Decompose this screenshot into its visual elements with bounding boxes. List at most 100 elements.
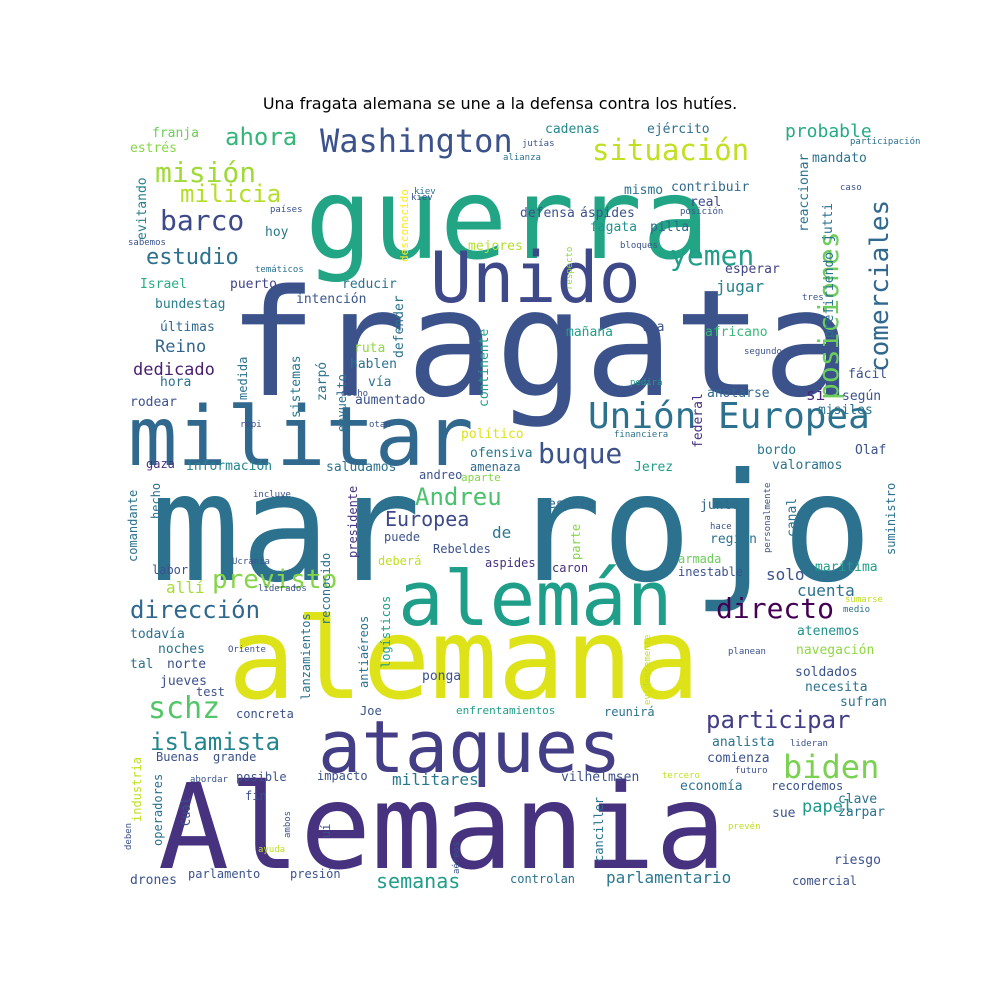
- word-fagata: fagata: [590, 220, 637, 235]
- word-necesita: necesita: [805, 680, 868, 695]
- word-hecho: hecho: [149, 483, 163, 519]
- word-solo: solo: [766, 565, 805, 584]
- word-jugar: jugar: [716, 277, 765, 296]
- word-cadenas: cadenas: [545, 122, 600, 137]
- word-puerto: puerto: [230, 277, 277, 292]
- word-uí: uí: [319, 824, 333, 838]
- word-posición: posición: [680, 206, 723, 217]
- word-según: según: [842, 389, 881, 404]
- word-jueves: jueves: [160, 674, 207, 689]
- word-analista: analista: [712, 735, 775, 750]
- word-respecto: respecto: [565, 247, 575, 290]
- word-economía: economía: [680, 779, 743, 794]
- word-vía: vía: [368, 375, 391, 390]
- word-parlamento: parlamento: [188, 867, 260, 881]
- word-jerez: Jerez: [634, 460, 673, 475]
- word-misiles: misiles: [818, 403, 873, 418]
- word-evidentemente: evidentemente: [643, 635, 653, 705]
- word-posiciones: posiciones: [812, 231, 845, 400]
- word-hora: hora: [160, 375, 191, 390]
- word-bundestag: bundestag: [155, 297, 225, 312]
- word-guerra: guerra: [305, 155, 710, 285]
- word-reino: Reino: [155, 337, 206, 357]
- word-andreu: Andreu: [415, 483, 502, 511]
- word-ponga: ponga: [422, 669, 461, 684]
- word-sufran: sufran: [840, 695, 887, 710]
- word-unión-europea: Unión Europea: [588, 396, 870, 437]
- word-hoy: hoy: [265, 225, 289, 240]
- word-oriente: Oriente: [228, 645, 266, 655]
- word-kiev: kiev: [411, 193, 433, 203]
- word-hace: hace: [710, 522, 732, 532]
- word-amenaza: amenaza: [470, 460, 521, 474]
- word-estudio: estudio: [146, 245, 239, 270]
- word-medida: medida: [236, 357, 250, 400]
- word-semanas: semanas: [376, 869, 460, 893]
- word-aumentado: aumentado: [355, 393, 425, 408]
- word-ruta: ruta: [354, 341, 385, 356]
- word-rodear: rodear: [130, 395, 177, 410]
- word-situación: situación: [592, 133, 749, 167]
- word-unido: Unido: [430, 237, 641, 319]
- word-israel: Israel: [140, 277, 187, 292]
- word-milicia: milicia: [180, 180, 281, 208]
- word-participar: participar: [706, 706, 851, 734]
- word-evitando: evitando: [135, 177, 150, 240]
- word-marítima: marítima: [815, 560, 878, 575]
- word-comercial: comercial: [792, 874, 857, 888]
- word-cuál: Cuál: [179, 797, 193, 826]
- word-hablen: hablen: [350, 357, 397, 372]
- word-vea: vea: [641, 320, 664, 335]
- word-kiev: kiev: [414, 187, 436, 197]
- word-ataques: ataques: [318, 705, 621, 789]
- word-áspides: áspides: [580, 206, 635, 221]
- word-países: países: [270, 205, 303, 215]
- word-clave: clave: [838, 792, 877, 807]
- word-washington: Washington: [320, 122, 513, 160]
- word-posible: posible: [236, 770, 287, 784]
- word-africano: africano: [705, 325, 768, 340]
- word-buque: buque: [538, 437, 622, 470]
- chart-title: Una fragata alemana se une a la defensa …: [262, 94, 738, 113]
- word-riesgo: riesgo: [834, 853, 881, 868]
- word-logísticos: logísticos: [379, 596, 393, 668]
- word-olaf: Olaf: [855, 443, 886, 458]
- word-canal: canal: [785, 498, 800, 537]
- word-misión: misión: [155, 156, 256, 189]
- word-otan: otan: [369, 420, 391, 430]
- word-jutías: jutías: [522, 139, 555, 149]
- word-federal: federal: [691, 393, 706, 448]
- word-últimas: últimas: [160, 320, 215, 335]
- word-directo: directo: [716, 592, 834, 625]
- word-bordo: bordo: [757, 443, 796, 458]
- word-mismo: mismo: [624, 183, 663, 198]
- word-andreo: andreo: [419, 468, 462, 482]
- word-drones: drones: [130, 873, 177, 888]
- word-probable: probable: [785, 121, 872, 142]
- word-reducir: reducir: [342, 277, 397, 292]
- word-región: región: [710, 532, 757, 547]
- word-buenas: Buenas: [156, 750, 199, 764]
- word-operadores: operadores: [151, 774, 165, 846]
- word-incluye: incluye: [253, 490, 291, 500]
- word-enfrentamientos: enfrentamientos: [456, 704, 555, 717]
- word-islamista: islamista: [150, 728, 280, 756]
- word-controlan: controlan: [510, 872, 575, 886]
- word-tal: tal: [130, 657, 153, 672]
- word-biden: biden: [783, 748, 879, 786]
- word-parte: parte: [569, 524, 583, 560]
- word-mejores: mejores: [468, 239, 523, 254]
- word-abordar: abordar: [190, 775, 229, 785]
- word-canciller: canciller: [592, 797, 606, 862]
- word-comienza: comienza: [707, 751, 770, 766]
- word-dicho: dicho: [341, 389, 368, 399]
- word-mar-rojo: mar rojo: [150, 442, 872, 616]
- word-de: de: [492, 523, 511, 542]
- word-participación: participación: [850, 136, 920, 147]
- word-mañana: mañana: [566, 325, 613, 340]
- word-reconocido: reconocido: [319, 553, 333, 625]
- word-barco: barco: [160, 204, 244, 237]
- word-atenemos: atenemos: [797, 624, 860, 639]
- word-comandante: comandante: [126, 490, 140, 562]
- word-defender: defender: [392, 295, 407, 358]
